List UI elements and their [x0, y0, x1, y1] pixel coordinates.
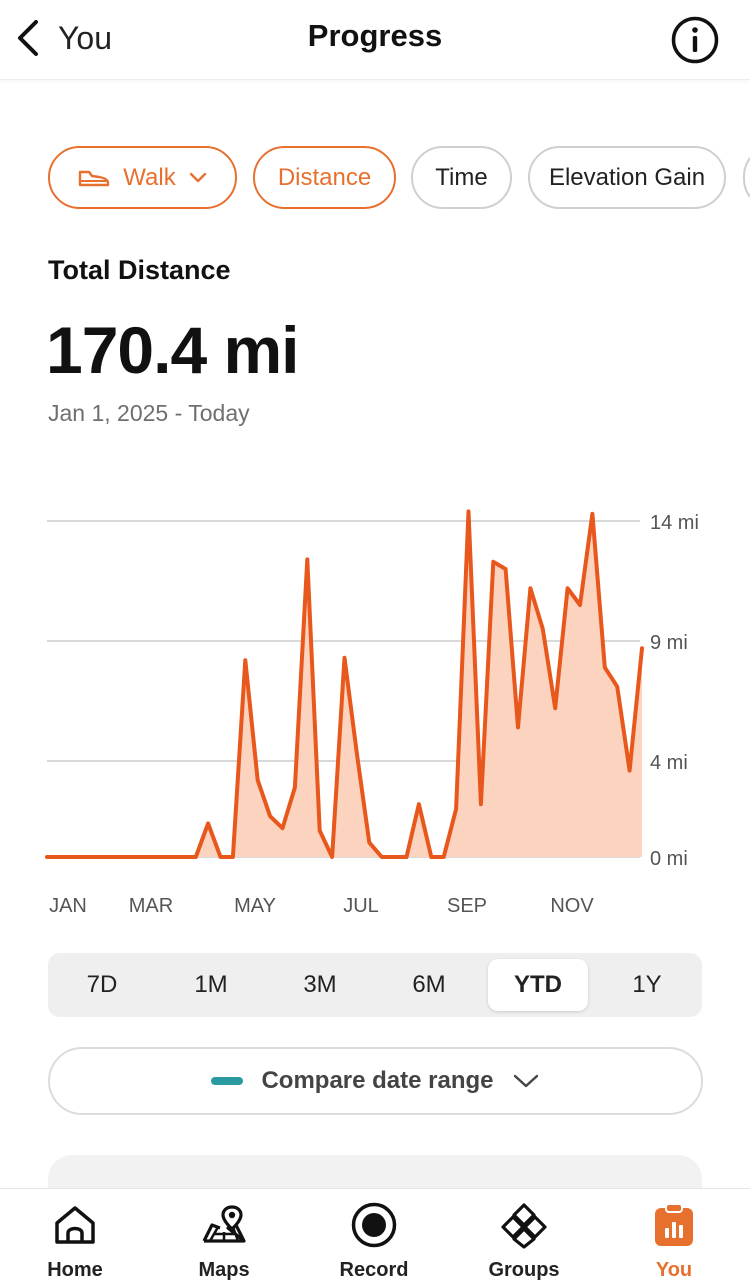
- record-icon: [351, 1202, 397, 1248]
- x-tick-label: JAN: [49, 895, 87, 917]
- range-option-1m[interactable]: 1M: [194, 971, 228, 998]
- groups-icon: [501, 1203, 547, 1249]
- top-navigation-bar: You Progress: [0, 0, 750, 80]
- chip-time[interactable]: Time: [411, 146, 512, 209]
- tab-groups[interactable]: Groups: [449, 1189, 599, 1287]
- tab-label-maps: Maps: [198, 1259, 250, 1281]
- sport-label: Walk: [123, 163, 176, 191]
- summary-value: 170.4 mi: [46, 313, 300, 387]
- page-title: Progress: [307, 18, 443, 53]
- time-range-selector: 7D 1M 3M 6M YTD 1Y: [48, 953, 702, 1017]
- tab-maps[interactable]: Maps: [149, 1189, 299, 1287]
- tab-label-home: Home: [47, 1259, 103, 1281]
- info-icon: [671, 16, 719, 64]
- x-tick-label: MAY: [234, 895, 276, 917]
- y-tick-label: 4 mi: [650, 752, 688, 774]
- chip-more[interactable]: [743, 146, 750, 209]
- y-tick-label: 14 mi: [650, 512, 699, 534]
- x-tick-label: MAR: [129, 895, 173, 917]
- compare-line-swatch: [211, 1077, 244, 1085]
- tab-label-you: You: [655, 1259, 693, 1281]
- shoe-icon: [79, 170, 110, 186]
- tab-you[interactable]: You: [599, 1189, 749, 1287]
- chevron-down-icon: [513, 1074, 538, 1088]
- chip-elevation-gain[interactable]: Elevation Gain: [528, 146, 726, 209]
- x-tick-label: NOV: [550, 895, 594, 917]
- range-option-3m[interactable]: 3M: [303, 971, 337, 998]
- series-line: [45, 509, 644, 859]
- home-icon: [55, 1206, 95, 1244]
- x-tick-label: SEP: [447, 895, 487, 917]
- maps-icon: [202, 1205, 246, 1243]
- compare-date-range-button[interactable]: Compare date range: [48, 1047, 703, 1115]
- you-icon: [655, 1203, 693, 1246]
- compare-label: Compare date range: [261, 1067, 494, 1094]
- tab-home[interactable]: Home: [0, 1189, 150, 1287]
- bottom-tab-bar: Home Maps Record Groups: [0, 1188, 750, 1287]
- chip-distance[interactable]: Distance: [253, 146, 396, 209]
- range-option-7d[interactable]: 7D: [86, 971, 118, 998]
- tab-record[interactable]: Record: [299, 1189, 449, 1287]
- tab-label-record: Record: [339, 1259, 409, 1281]
- distance-chart: 14 mi 9 mi 4 mi 0 mi JAN MAR MAY JUL SEP NOV: [0, 500, 750, 930]
- y-tick-label: 0 mi: [650, 848, 688, 870]
- filter-chips: Walk Distance Time Elevation Gain: [48, 146, 750, 210]
- distance-chart-svg: 14 mi 9 mi 4 mi 0 mi JAN MAR MAY JUL SEP NOV: [45, 509, 699, 917]
- sport-selector[interactable]: Walk: [48, 146, 237, 209]
- y-tick-label: 9 mi: [650, 632, 688, 654]
- chevron-left-icon: [18, 20, 38, 56]
- range-option-ytd[interactable]: YTD: [488, 959, 588, 1011]
- summary-label: Total Distance: [48, 255, 231, 285]
- back-button[interactable]: You: [14, 14, 112, 62]
- summary-date-range: Jan 1, 2025 - Today: [48, 400, 250, 426]
- x-tick-label: JUL: [343, 895, 379, 917]
- info-button[interactable]: [670, 15, 720, 65]
- tab-label-groups: Groups: [488, 1259, 560, 1281]
- back-label: You: [58, 19, 112, 56]
- range-option-6m[interactable]: 6M: [412, 971, 446, 998]
- range-option-1y[interactable]: 1Y: [632, 971, 662, 998]
- chevron-down-icon: [189, 172, 206, 182]
